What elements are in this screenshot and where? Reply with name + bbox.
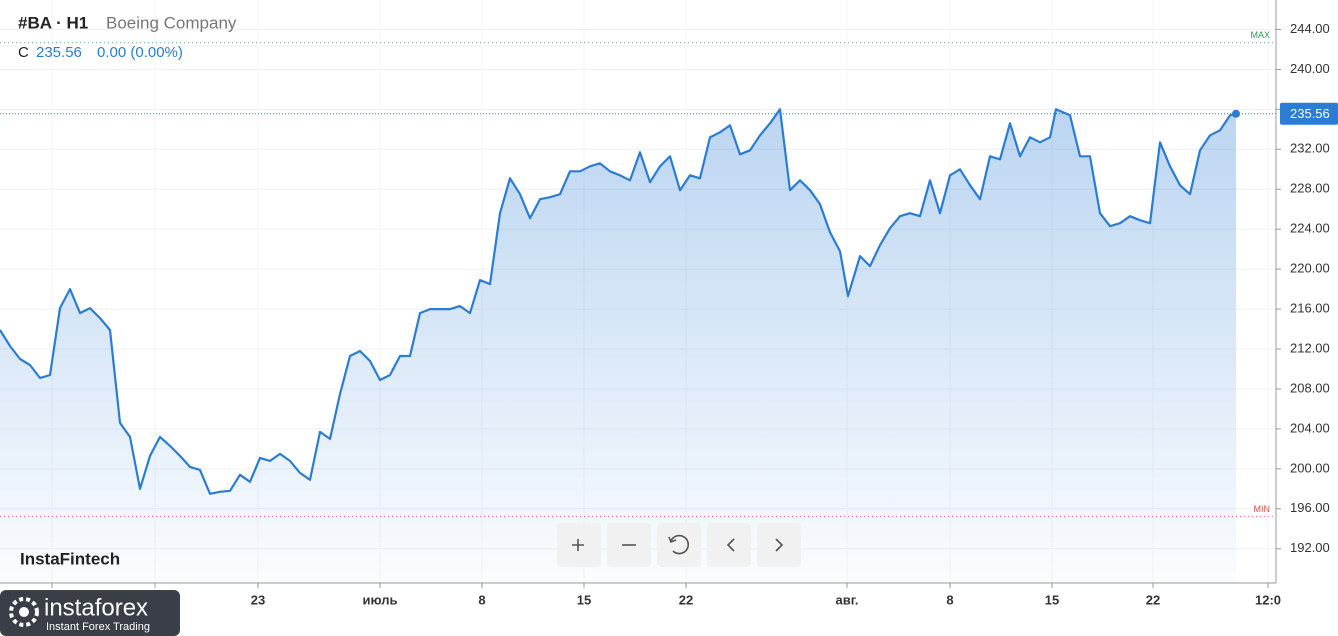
logo-tagline: Instant Forex Trading: [46, 621, 150, 633]
y-tick-label: 200.00: [1290, 460, 1330, 475]
area: [0, 109, 1236, 584]
y-tick-label: 228.00: [1290, 181, 1330, 196]
y-tick-label: 204.00: [1290, 420, 1330, 435]
y-tick-label: 232.00: [1290, 141, 1330, 156]
y-tick-label: 196.00: [1290, 500, 1330, 515]
y-tick-label: 192.00: [1290, 540, 1330, 555]
x-tick-label: 15: [1045, 592, 1059, 607]
company: Boeing Company: [106, 13, 237, 32]
last-price-box: [1280, 102, 1338, 125]
scroll-right[interactable]: [757, 523, 801, 567]
max-label: MAX: [1250, 30, 1270, 40]
price-line: [0, 108, 1237, 495]
zoom-in[interactable]: [557, 523, 601, 567]
x-tick-label: 8: [478, 592, 485, 607]
x-tick-label: 15: [577, 592, 591, 607]
logo-name: instaforex: [44, 594, 148, 621]
x-tick-label: 22: [1146, 592, 1160, 607]
zoom-controls: [557, 523, 801, 567]
y-tick-label: 224.00: [1290, 221, 1330, 236]
zoom-out[interactable]: [607, 523, 651, 567]
x-tick-label: 23: [251, 592, 265, 607]
y-tick-label: 216.00: [1290, 301, 1330, 316]
scroll-left[interactable]: [707, 523, 751, 567]
y-tick-label: 240.00: [1290, 61, 1330, 76]
x-tick-label: 8: [946, 592, 953, 607]
y-tick-label: 208.00: [1290, 380, 1330, 395]
watermark: InstaFintech: [20, 549, 120, 568]
y-tick-label: 212.00: [1290, 340, 1330, 355]
min-label: MIN: [1254, 504, 1271, 514]
x-tick-label: 12:0: [1255, 592, 1281, 607]
symbol: #BA · H1: [18, 13, 88, 32]
logo: instaforex Instant Forex Trading: [0, 590, 180, 636]
x-tick-label: 22: [679, 592, 693, 607]
x-tick-label: июль: [362, 592, 397, 607]
y-tick-label: 220.00: [1290, 261, 1330, 276]
close: 235.56: [36, 44, 82, 61]
reset[interactable]: [657, 523, 701, 567]
last-price-label: 235.56: [1290, 106, 1330, 121]
ohlc-key: C: [18, 44, 29, 61]
y-tick-label: 244.00: [1290, 21, 1330, 36]
change: 0.00 (0.00%): [97, 44, 183, 61]
x-tick-label: авг.: [836, 592, 859, 607]
